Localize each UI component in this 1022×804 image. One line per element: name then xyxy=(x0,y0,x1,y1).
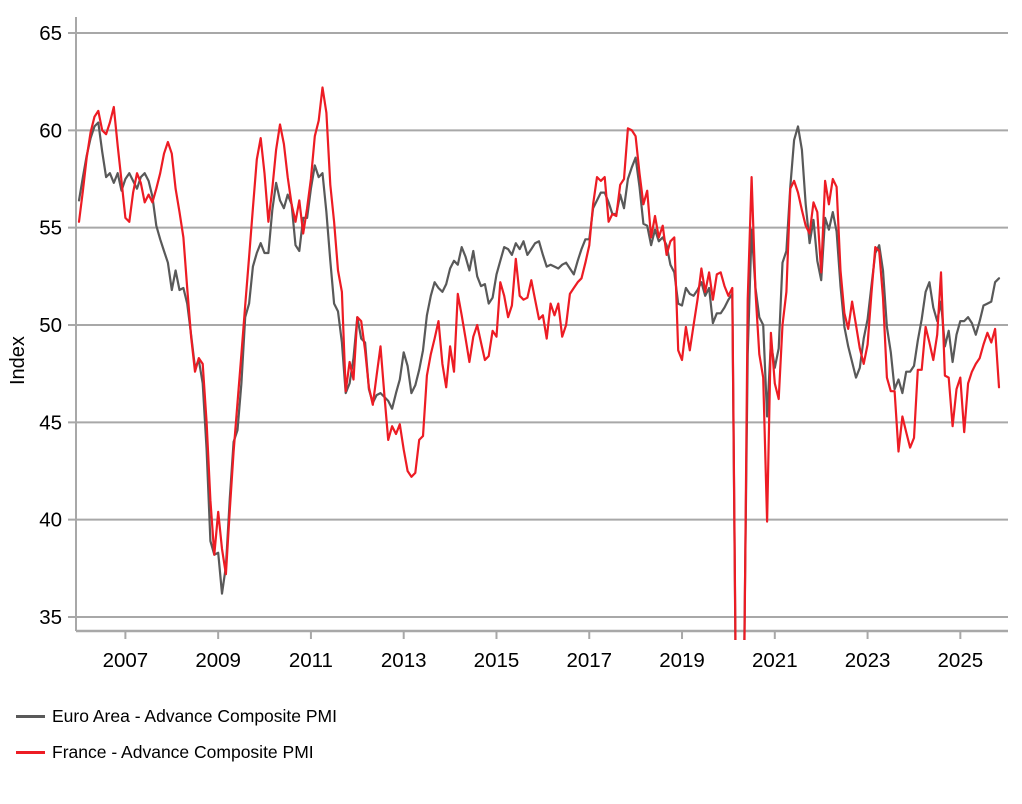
legend-item-euro-area: Euro Area - Advance Composite PMI xyxy=(16,706,337,727)
france-line-swatch xyxy=(16,751,45,754)
euro-area-line-swatch xyxy=(16,715,45,718)
x-tick-label-2023: 2023 xyxy=(845,649,891,672)
x-tick-label-2021: 2021 xyxy=(752,649,798,672)
y-tick-label-45: 45 xyxy=(39,411,62,434)
x-tick-label-2007: 2007 xyxy=(103,649,149,672)
pmi-chart-container: 35 40 45 50 55 60 65 2007 2009 2011 2013 2015 2017 20… xyxy=(7,17,1008,672)
legend: Euro Area - Advance Composite PMI France… xyxy=(16,706,337,763)
y-tick-label-60: 60 xyxy=(39,119,62,142)
x-tick-label-2017: 2017 xyxy=(566,649,612,672)
y-tick-label-55: 55 xyxy=(39,217,62,240)
y-tick-label-35: 35 xyxy=(39,606,62,629)
series-lines xyxy=(77,86,1001,640)
x-tick-label-2025: 2025 xyxy=(938,649,984,672)
y-tick-label-40: 40 xyxy=(39,509,62,532)
y-axis-title: Index xyxy=(7,336,29,385)
y-tick-label-50: 50 xyxy=(39,314,62,337)
legend-label-france: France - Advance Composite PMI xyxy=(52,742,314,762)
legend-label-euro-area: Euro Area - Advance Composite PMI xyxy=(52,706,337,726)
euro-area-line xyxy=(77,121,1001,640)
y-tick-label-65: 65 xyxy=(39,22,62,45)
x-tick-label-2011: 2011 xyxy=(289,649,333,672)
x-tick-label-2009: 2009 xyxy=(195,649,241,672)
pmi-line-chart: 35 40 45 50 55 60 65 2007 2009 2011 2013 2015 2017 20… xyxy=(7,17,1008,672)
x-tick-label-2019: 2019 xyxy=(659,649,705,672)
x-tick-label-2015: 2015 xyxy=(474,649,520,672)
legend-item-france: France - Advance Composite PMI xyxy=(16,742,337,763)
france-line xyxy=(77,86,1001,640)
x-tick-label-2013: 2013 xyxy=(381,649,427,672)
